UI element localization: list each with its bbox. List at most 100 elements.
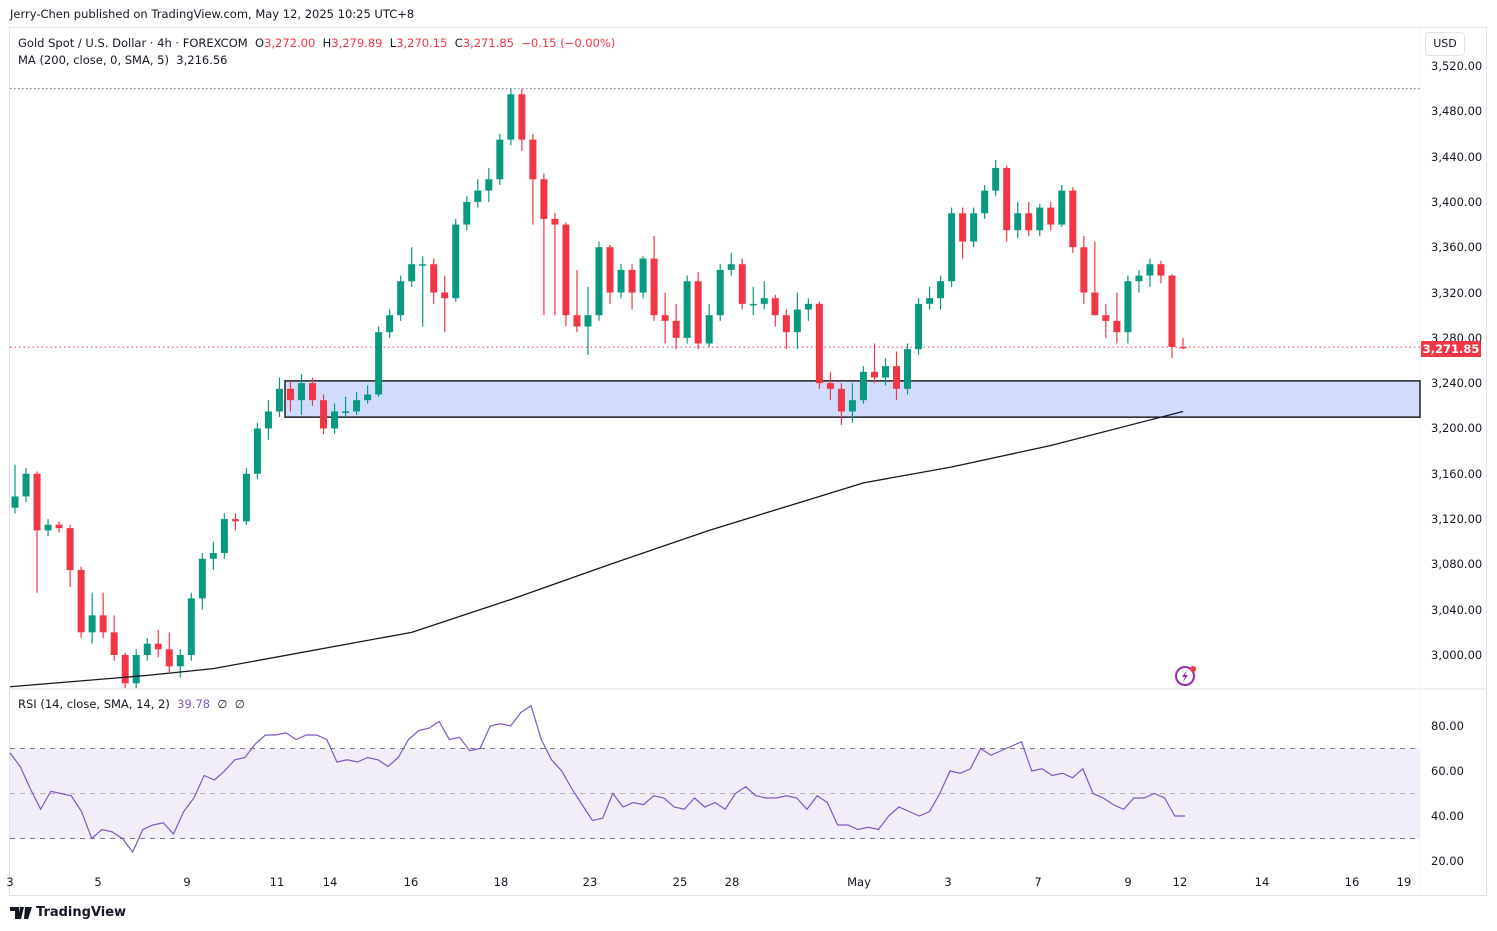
time-tick: 16 — [403, 875, 419, 889]
open-label: O — [255, 36, 265, 50]
candle-body — [88, 615, 96, 633]
rsi-line — [9, 704, 1185, 854]
candle-body — [99, 615, 107, 633]
candle-body — [353, 400, 361, 412]
time-tick: 16 — [1344, 875, 1360, 889]
rsi-legend-label[interactable]: RSI (14, close, SMA, 14, 2) — [18, 697, 170, 711]
candle-body — [749, 303, 757, 306]
candle-body — [1058, 190, 1066, 225]
candle-body — [661, 315, 669, 321]
candle-body — [1069, 190, 1077, 248]
candle-body — [705, 315, 713, 344]
candle-body — [848, 400, 856, 412]
candle-body — [683, 281, 691, 338]
candle-body — [573, 315, 581, 327]
candle-body — [881, 366, 889, 378]
candle-body — [419, 264, 427, 266]
candle-body — [870, 371, 878, 378]
candle-body — [154, 643, 162, 650]
candle-body — [804, 303, 812, 310]
low-label: L — [389, 36, 397, 50]
candle-body — [1146, 264, 1154, 276]
rsi-extra-2: ∅ — [234, 697, 245, 711]
candle-body — [562, 224, 570, 316]
rsi-extra-1: ∅ — [217, 697, 228, 711]
time-tick: 9 — [1124, 875, 1132, 889]
candle-body — [1014, 213, 1022, 231]
candle-body — [441, 292, 449, 299]
time-tick: 23 — [582, 875, 598, 889]
ma200-line — [9, 410, 1184, 688]
candle-body — [1003, 167, 1011, 231]
change-value: −0.15 (−0.00%) — [521, 36, 616, 50]
candle-body — [1179, 346, 1187, 349]
candle-body — [1047, 207, 1055, 225]
candle-body — [551, 218, 559, 225]
candle-body — [485, 179, 493, 191]
price-tick: 3,360.00 — [1431, 240, 1483, 255]
ma-legend-label[interactable]: MA (200, close, 0, SMA, 5) — [18, 53, 169, 67]
candle-body — [66, 528, 74, 571]
candle-body — [253, 428, 261, 474]
candle-body — [375, 332, 383, 395]
candle-body — [529, 139, 537, 180]
candle-body — [264, 411, 272, 429]
tradingview-footer[interactable]: TradingView — [10, 905, 126, 920]
candle-body — [452, 224, 460, 299]
candle-body — [771, 298, 779, 316]
time-tick: 28 — [724, 875, 740, 889]
rsi-tick: 40.00 — [1431, 809, 1464, 823]
lightning-bolt-icon[interactable] — [1172, 663, 1200, 689]
currency-button[interactable]: USD — [1425, 32, 1465, 56]
rsi-band — [10, 748, 1420, 839]
candle-body — [397, 281, 405, 316]
ma-legend-value: 3,216.56 — [176, 53, 228, 67]
time-tick: 9 — [183, 875, 191, 889]
tradingview-logo-icon — [10, 906, 32, 919]
candle-body — [926, 298, 934, 304]
candle-body — [672, 320, 680, 338]
rsi-legend: RSI (14, close, SMA, 14, 2) 39.78 ∅ ∅ — [18, 697, 245, 711]
candle-body — [639, 258, 647, 293]
candle-body — [220, 519, 228, 554]
time-tick: 19 — [1396, 875, 1412, 889]
candle-body — [1124, 281, 1132, 333]
candle-body — [948, 213, 956, 282]
price-tick: 3,480.00 — [1431, 104, 1483, 119]
candle-body — [1102, 315, 1110, 321]
close-label: C — [454, 36, 463, 50]
candle-body — [507, 94, 515, 140]
rsi-tick: 80.00 — [1431, 719, 1464, 733]
candle-body — [121, 655, 129, 684]
candle-body — [793, 309, 801, 333]
price-tick: 3,120.00 — [1431, 512, 1483, 526]
candle-body — [694, 281, 702, 344]
candle-body — [915, 303, 923, 350]
candle-body — [22, 473, 30, 497]
candle-body — [297, 383, 305, 401]
candle-body — [727, 264, 735, 270]
time-tick: 25 — [672, 875, 688, 889]
open-value: 3,272.00 — [264, 36, 316, 50]
candle-body — [386, 315, 394, 333]
rsi-tick: 60.00 — [1431, 764, 1464, 778]
candle-body — [937, 281, 945, 299]
candle-body — [617, 269, 625, 293]
footer-brand: TradingView — [36, 905, 127, 920]
time-tick: 3 — [944, 875, 952, 889]
candle-body — [1025, 213, 1033, 231]
price-tick: 3,400.00 — [1431, 194, 1483, 209]
symbol-name[interactable]: Gold Spot / U.S. Dollar · 4h · FOREXCOM — [18, 36, 248, 50]
candle-body — [320, 400, 328, 429]
candle-body — [198, 558, 206, 599]
candle-body — [331, 411, 339, 429]
time-tick: 3 — [6, 875, 14, 889]
candle-body — [826, 383, 834, 389]
price-tick: 3,080.00 — [1431, 557, 1483, 572]
candle-body — [893, 366, 901, 389]
candle-body — [992, 167, 1000, 191]
candle-body — [584, 315, 592, 327]
candle-body — [650, 258, 658, 316]
time-tick: 14 — [322, 875, 338, 889]
